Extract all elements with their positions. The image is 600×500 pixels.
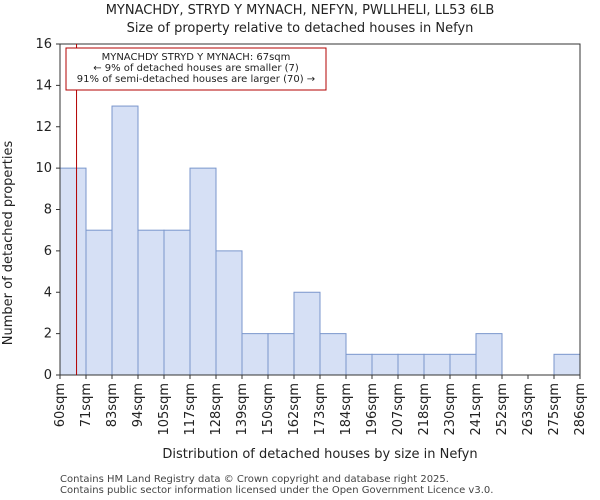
x-tick-label: 241sqm — [469, 383, 484, 436]
bars-group — [59, 105, 581, 376]
y-tick-label: 4 — [44, 285, 52, 300]
x-tick-label: 139sqm — [235, 383, 250, 436]
bar-184sqm — [345, 353, 373, 376]
x-tick-label: 252sqm — [495, 383, 510, 436]
annotation-line-title: MYNACHDY STRYD Y MYNACH: 67sqm — [102, 52, 291, 63]
x-tick-label: 207sqm — [391, 383, 406, 436]
x-tick-label: 230sqm — [443, 383, 458, 436]
chart-subtitle: Size of property relative to detached ho… — [127, 21, 474, 36]
x-tick-label: 150sqm — [261, 383, 276, 436]
bar-162sqm — [293, 291, 321, 376]
bar-196sqm — [371, 353, 399, 376]
y-tick-label: 2 — [44, 327, 52, 342]
x-tick-label: 218sqm — [417, 383, 432, 436]
annotation-frame — [65, 47, 327, 91]
y-tick-label: 8 — [44, 203, 52, 218]
bar-275sqm — [553, 353, 581, 376]
bar-83sqm — [111, 105, 139, 376]
bar-117sqm — [189, 167, 217, 376]
bar-105sqm — [163, 229, 191, 376]
y-tick-label: 16 — [35, 37, 52, 52]
annotation-line-larger: 91% of semi-detached houses are larger (… — [77, 74, 315, 85]
bar-173sqm — [319, 333, 347, 376]
x-tick-label: 196sqm — [365, 383, 380, 436]
footer-line-1: Contains HM Land Registry data © Crown c… — [60, 474, 449, 485]
footer-line-2: Contains public sector information licen… — [60, 485, 493, 496]
plot-frame — [59, 43, 581, 376]
annotation-box: MYNACHDY STRYD Y MYNACH: 67sqm ← 9% of d… — [65, 47, 327, 91]
bar-128sqm — [215, 250, 243, 376]
y-axis-label: Number of detached properties — [1, 141, 16, 346]
annotation-line-smaller: ← 9% of detached houses are smaller (7) — [93, 63, 299, 74]
chart-title: MYNACHDY, STRYD Y MYNACH, NEFYN, PWLLHEL… — [106, 3, 495, 18]
x-tick-label: 173sqm — [313, 383, 328, 436]
bar-230sqm — [449, 353, 477, 376]
x-tick-label: 94sqm — [131, 383, 146, 427]
y-tick-label: 6 — [44, 244, 52, 259]
y-tick-label: 0 — [44, 368, 52, 383]
x-tick-label: 184sqm — [339, 383, 354, 436]
x-tick-label: 60sqm — [53, 383, 68, 427]
x-tick-label: 162sqm — [287, 383, 302, 436]
bar-139sqm — [241, 333, 269, 376]
bar-94sqm — [137, 229, 165, 376]
bar-60sqm — [59, 167, 87, 376]
x-axis-ticks: 60sqm 71sqm 83sqm 94sqm 105sqm 117sqm 128sqm 13… — [53, 375, 588, 436]
x-tick-label: 286sqm — [573, 383, 588, 436]
x-tick-label: 128sqm — [209, 383, 224, 436]
bar-71sqm — [85, 229, 113, 376]
x-tick-label: 263sqm — [521, 383, 536, 436]
x-tick-label: 71sqm — [79, 383, 94, 427]
y-tick-label: 14 — [35, 78, 52, 93]
bar-207sqm — [397, 353, 425, 376]
y-axis-ticks: 0 2 4 6 8 10 12 14 16 — [35, 37, 60, 383]
x-axis-label: Distribution of detached houses by size … — [162, 447, 477, 462]
bar-241sqm — [475, 333, 503, 376]
x-tick-label: 83sqm — [105, 383, 120, 427]
y-tick-label: 10 — [35, 161, 52, 176]
bar-218sqm — [423, 353, 451, 376]
x-tick-label: 105sqm — [157, 383, 172, 436]
x-tick-label: 275sqm — [547, 383, 562, 436]
x-tick-label: 117sqm — [183, 383, 198, 436]
y-tick-label: 12 — [35, 120, 52, 135]
bar-150sqm — [267, 333, 295, 376]
